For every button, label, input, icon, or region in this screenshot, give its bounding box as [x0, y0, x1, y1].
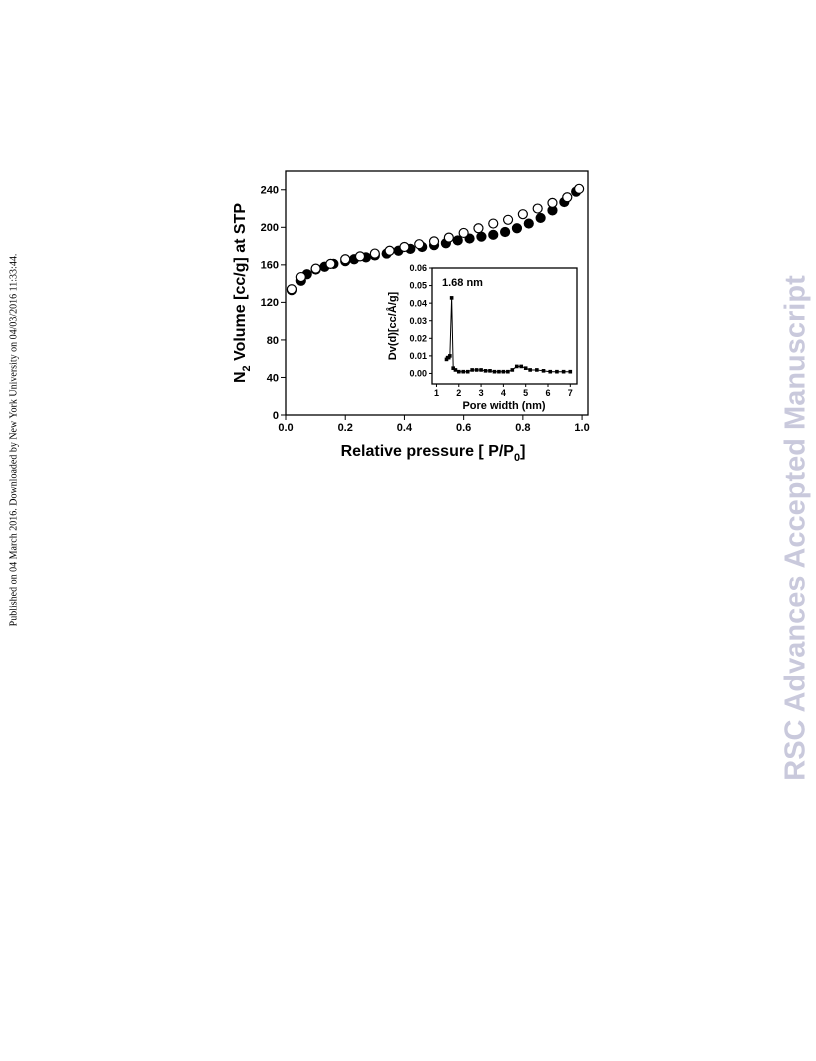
x-tick-label: 3 [479, 388, 484, 398]
data-point [562, 192, 573, 203]
data-point [501, 369, 506, 374]
data-point [473, 223, 484, 234]
data-point [458, 227, 469, 239]
data-point [295, 271, 306, 283]
plot-frame [431, 267, 578, 385]
data-point [428, 236, 440, 247]
data-point [548, 369, 553, 374]
data-point [340, 254, 351, 265]
x-tick-label: 7 [568, 388, 573, 398]
data-point [488, 218, 499, 229]
data-point [574, 183, 585, 194]
data-point [510, 368, 515, 372]
x-tick-label: 1 [434, 388, 439, 398]
data-point [535, 212, 546, 224]
data-point [414, 239, 425, 250]
data-point [399, 241, 410, 253]
label-part: N [232, 371, 249, 383]
y-tick-label: 0.03 [409, 316, 427, 326]
y-tick-label: 0.00 [409, 369, 427, 379]
x-tick-label: 0.2 [338, 422, 353, 434]
data-point [483, 369, 488, 373]
y-tick-label: 240 [261, 185, 279, 197]
data-point [547, 197, 558, 209]
label-part: Relative pressure [ P/P [341, 443, 515, 460]
x-tick-label: 5 [523, 388, 528, 398]
label-subscript: 0 [514, 452, 520, 464]
y-tick-label: 0.01 [409, 351, 427, 361]
data-point [448, 354, 452, 358]
data-point [506, 369, 510, 374]
data-point [528, 368, 532, 372]
data-point [499, 226, 511, 238]
data-point [532, 203, 543, 214]
y-tick-label: 160 [261, 260, 279, 272]
data-point [453, 368, 458, 372]
data-point [541, 369, 546, 373]
data-point [517, 209, 528, 220]
inset-x-label: Pore width (nm) [462, 400, 545, 412]
data-point [354, 251, 366, 262]
data-point [443, 232, 454, 243]
data-point [310, 263, 321, 274]
y-tick-label: 200 [261, 222, 279, 234]
data-point [502, 214, 514, 225]
label-part: Volume [cc/g] at STP [232, 203, 249, 366]
data-point [286, 284, 298, 295]
x-tick-label: 0.6 [456, 422, 471, 434]
side-note: Published on 04 March 2016. Downloaded b… [8, 254, 19, 627]
y-tick-label: 40 [267, 372, 279, 384]
data-point [523, 366, 528, 370]
data-point [461, 369, 466, 374]
y-tick-label: 0.04 [409, 298, 427, 308]
data-point [451, 366, 455, 370]
y-tick-label: 0 [273, 410, 279, 422]
data-point [497, 369, 501, 374]
y-tick-label: 80 [267, 335, 279, 347]
data-point [449, 296, 454, 300]
watermark: RSC Advances Accepted Manuscript [780, 275, 812, 781]
data-point [488, 369, 492, 373]
data-point [568, 369, 573, 374]
y-tick-label: 120 [261, 297, 279, 309]
data-point [514, 364, 519, 369]
data-point [384, 245, 395, 256]
data-point [456, 369, 461, 374]
x-axis-label: Relative pressure [ P/P0] [341, 443, 526, 464]
data-point [476, 231, 487, 242]
x-tick-label: 6 [545, 388, 550, 398]
x-tick-label: 0.0 [278, 422, 293, 434]
data-point [523, 218, 534, 229]
data-point [561, 369, 566, 374]
y-tick-label: 0.06 [409, 263, 427, 273]
data-point [492, 369, 497, 374]
y-axis-label: N2 Volume [cc/g] at STP [232, 203, 253, 383]
y-tick-label: 0.02 [409, 333, 427, 343]
data-point [488, 229, 499, 240]
label-subscript: 2 [241, 365, 253, 371]
data-point [470, 368, 474, 372]
inset-y-label: Dv(d)[cc/Å/g] [386, 291, 399, 360]
data-point [511, 223, 523, 234]
x-tick-label: 0.4 [397, 422, 413, 434]
data-point [474, 368, 479, 372]
data-point [519, 364, 524, 369]
y-tick-label: 0.05 [409, 281, 427, 291]
x-tick-label: 1.0 [574, 422, 589, 434]
data-point [325, 258, 336, 270]
data-point [452, 235, 463, 246]
data-point [479, 368, 483, 372]
x-tick-label: 0.8 [515, 422, 530, 434]
x-tick-label: 2 [456, 388, 461, 398]
x-tick-label: 4 [501, 388, 506, 398]
data-point [555, 369, 559, 374]
annotation: 1.68 nm [442, 277, 483, 289]
data-point [535, 368, 539, 372]
label-part: ] [520, 443, 525, 460]
data-point [465, 369, 470, 374]
data-point [369, 248, 380, 259]
